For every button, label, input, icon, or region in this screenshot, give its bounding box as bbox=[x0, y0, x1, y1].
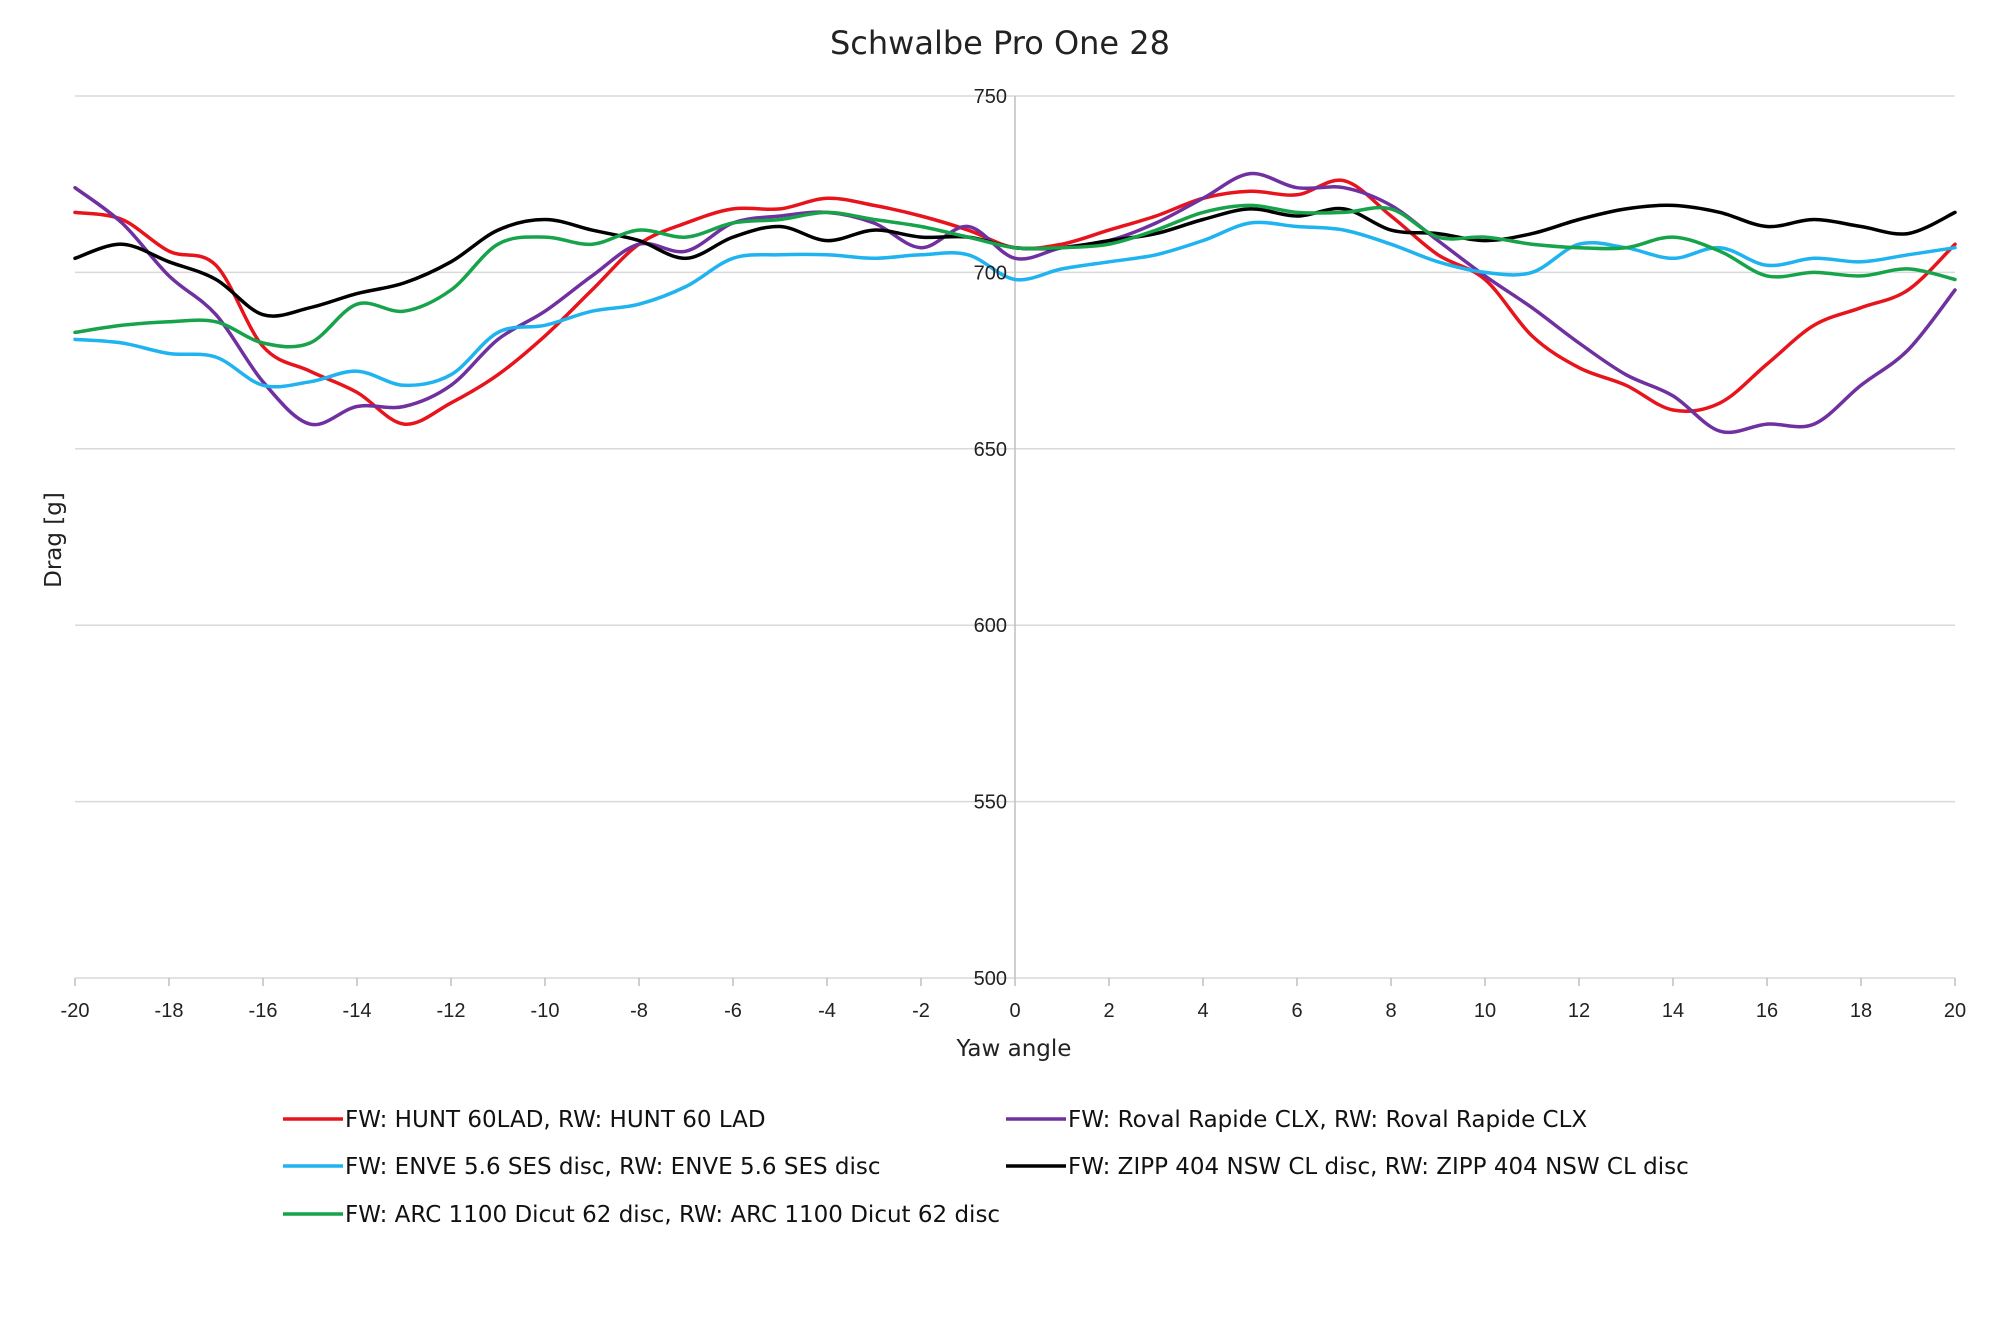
x-tick-label: -14 bbox=[343, 1000, 372, 1022]
x-tick-label: -4 bbox=[818, 1000, 836, 1022]
y-tick-label: 600 bbox=[974, 615, 1007, 637]
y-tick-label: 700 bbox=[974, 262, 1007, 284]
series-lines bbox=[73, 171, 1957, 435]
legend-label-1: FW: HUNT 60LAD, RW: HUNT 60 LAD bbox=[345, 1107, 766, 1133]
gridlines bbox=[74, 95, 1956, 986]
legend-label-5: FW: ARC 1100 Dicut 62 disc, RW: ARC 1100… bbox=[345, 1202, 1000, 1228]
x-tick-label: 14 bbox=[1662, 1000, 1684, 1022]
x-tick-label: 8 bbox=[1385, 1000, 1396, 1022]
x-tick-label: -8 bbox=[630, 1000, 648, 1022]
x-tick-label: 10 bbox=[1474, 1000, 1496, 1022]
x-tick-label: -2 bbox=[912, 1000, 930, 1022]
y-tick-label: 500 bbox=[974, 968, 1007, 990]
y-tick-label: 650 bbox=[974, 439, 1007, 461]
y-tick-label: 550 bbox=[974, 792, 1007, 814]
x-tick-label: -6 bbox=[724, 1000, 742, 1022]
series-line-3 bbox=[73, 220, 1957, 389]
x-tick-label: 20 bbox=[1944, 1000, 1966, 1022]
x-tick-label: 0 bbox=[1009, 1000, 1020, 1022]
x-tick-label: 4 bbox=[1197, 1000, 1208, 1022]
legend-label-2: FW: Roval Rapide CLX, RW: Roval Rapide C… bbox=[1068, 1107, 1587, 1133]
x-tick-label: -10 bbox=[531, 1000, 560, 1022]
legend-label-4: FW: ZIPP 404 NSW CL disc, RW: ZIPP 404 N… bbox=[1068, 1154, 1689, 1180]
legend-label-3: FW: ENVE 5.6 SES disc, RW: ENVE 5.6 SES … bbox=[345, 1154, 881, 1180]
x-tick-label: 6 bbox=[1291, 1000, 1302, 1022]
x-tick-label: -12 bbox=[437, 1000, 466, 1022]
x-tick-label: 18 bbox=[1850, 1000, 1872, 1022]
x-tick-label: -18 bbox=[155, 1000, 184, 1022]
chart-title: Schwalbe Pro One 28 bbox=[830, 24, 1170, 62]
y-axis-title: Drag [g] bbox=[41, 492, 67, 588]
series-line-5 bbox=[73, 203, 1957, 349]
x-tick-label: 16 bbox=[1756, 1000, 1778, 1022]
x-axis-title: Yaw angle bbox=[956, 1036, 1072, 1062]
x-tick-label: 12 bbox=[1568, 1000, 1590, 1022]
x-tick-label: -20 bbox=[61, 1000, 90, 1022]
y-tick-label: 750 bbox=[974, 86, 1007, 108]
legend: FW: HUNT 60LAD, RW: HUNT 60 LAD FW: Roval… bbox=[283, 1107, 1689, 1228]
x-tick-label: -16 bbox=[249, 1000, 278, 1022]
series-line-2 bbox=[73, 171, 1957, 435]
x-tick-label: 2 bbox=[1103, 1000, 1114, 1022]
